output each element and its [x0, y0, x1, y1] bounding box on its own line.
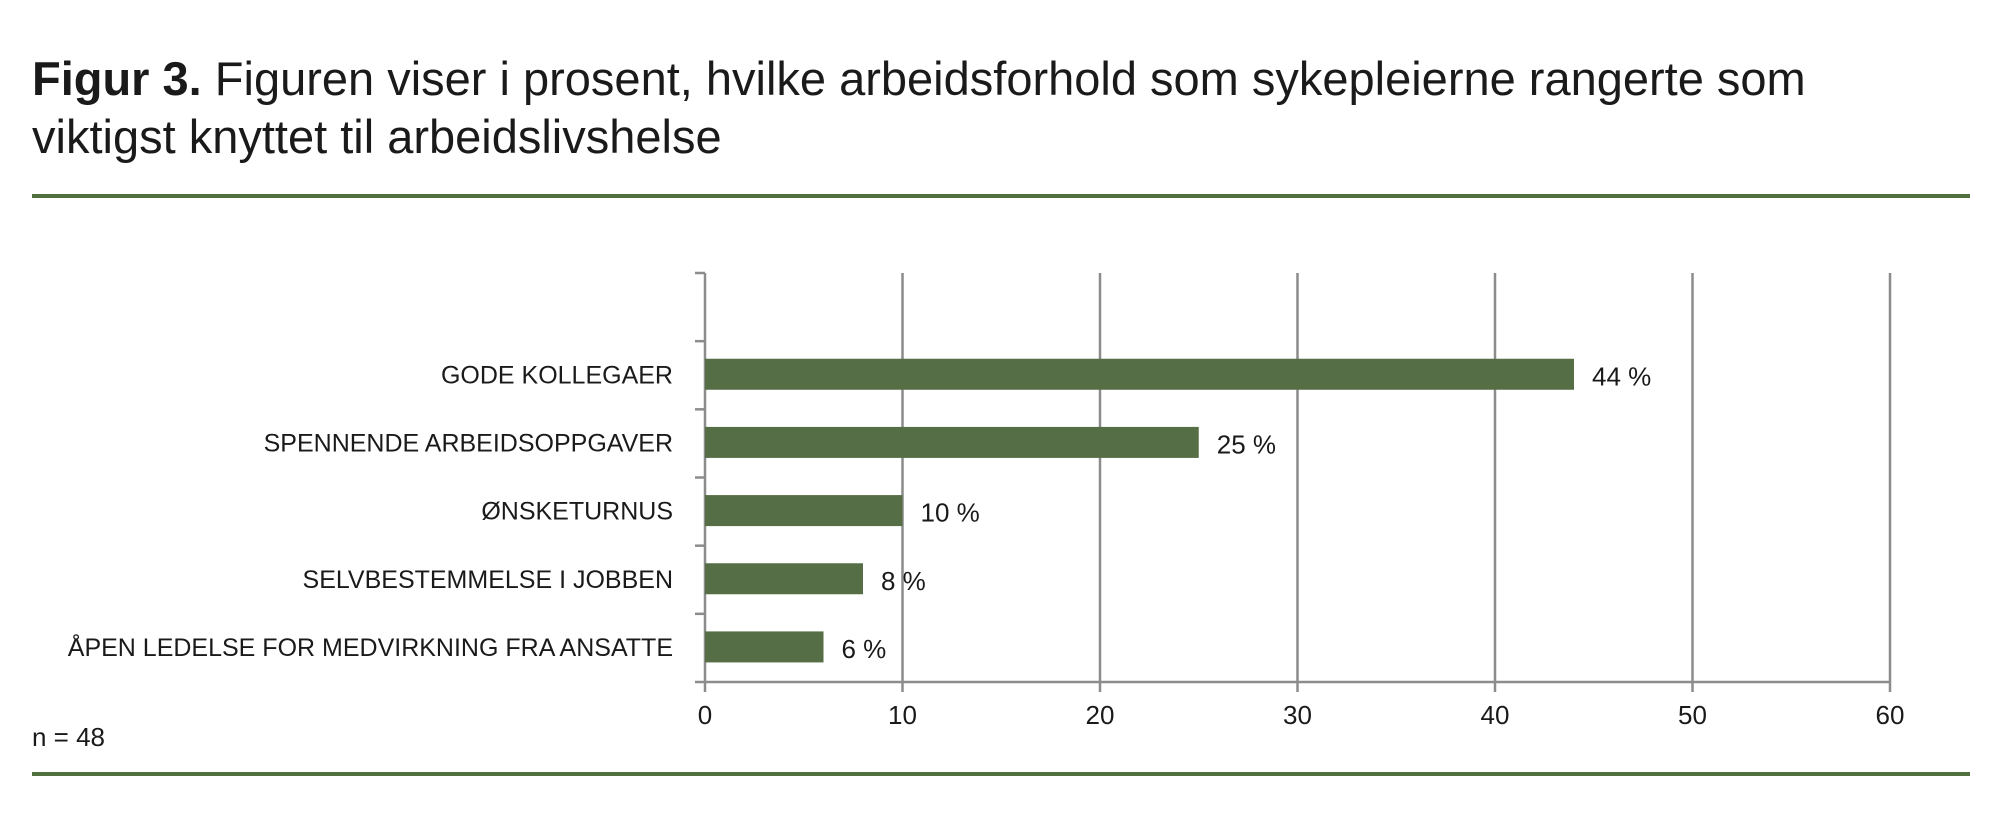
category-label: SPENNENDE ARBEIDSOPPGAVER	[264, 429, 673, 457]
bar	[705, 426, 1199, 458]
bar	[705, 358, 1574, 390]
x-tick-label: 60	[1876, 700, 1905, 730]
top-rule	[32, 194, 1970, 198]
x-tick-label: 50	[1678, 700, 1707, 730]
sample-size-note: n = 48	[32, 722, 106, 752]
x-tick-label: 20	[1086, 700, 1115, 730]
category-label: GODE KOLLEGAER	[441, 361, 673, 389]
bar	[705, 495, 903, 527]
figure-caption-text: Figuren viser i prosent, hvilke arbeidsf…	[32, 52, 1806, 163]
data-label: 25 %	[1217, 429, 1276, 459]
x-tick-label: 10	[888, 700, 917, 730]
category-label: SELVBESTEMMELSE I JOBBEN	[303, 566, 673, 594]
bar	[705, 563, 863, 595]
data-label: 8 %	[881, 566, 926, 596]
category-label: ÅPEN LEDELSE FOR MEDVIRKNING FRA ANSATTE	[68, 632, 673, 662]
axis-layer: 0 10 20 30 40 50 60	[695, 271, 1905, 730]
data-label: 6 %	[842, 634, 887, 664]
bar	[705, 631, 824, 663]
figure-caption: Figur 3. Figuren viser i prosent, hvilke…	[32, 50, 1932, 166]
bar-layer	[705, 358, 1574, 663]
x-tick-label: 30	[1283, 700, 1312, 730]
data-label: 44 %	[1592, 361, 1651, 391]
data-label: 10 %	[921, 498, 980, 528]
grid-layer	[901, 273, 1892, 682]
figure-caption-label: Figur 3.	[32, 52, 202, 105]
category-label: ØNSKETURNUS	[481, 498, 673, 526]
x-tick-label: 0	[698, 700, 712, 730]
x-tick-label: 40	[1481, 700, 1510, 730]
bottom-rule	[32, 772, 1970, 776]
label-layer: GODE KOLLEGAER 44 % SPENNENDE ARBEIDSOPPGA…	[68, 361, 1652, 664]
